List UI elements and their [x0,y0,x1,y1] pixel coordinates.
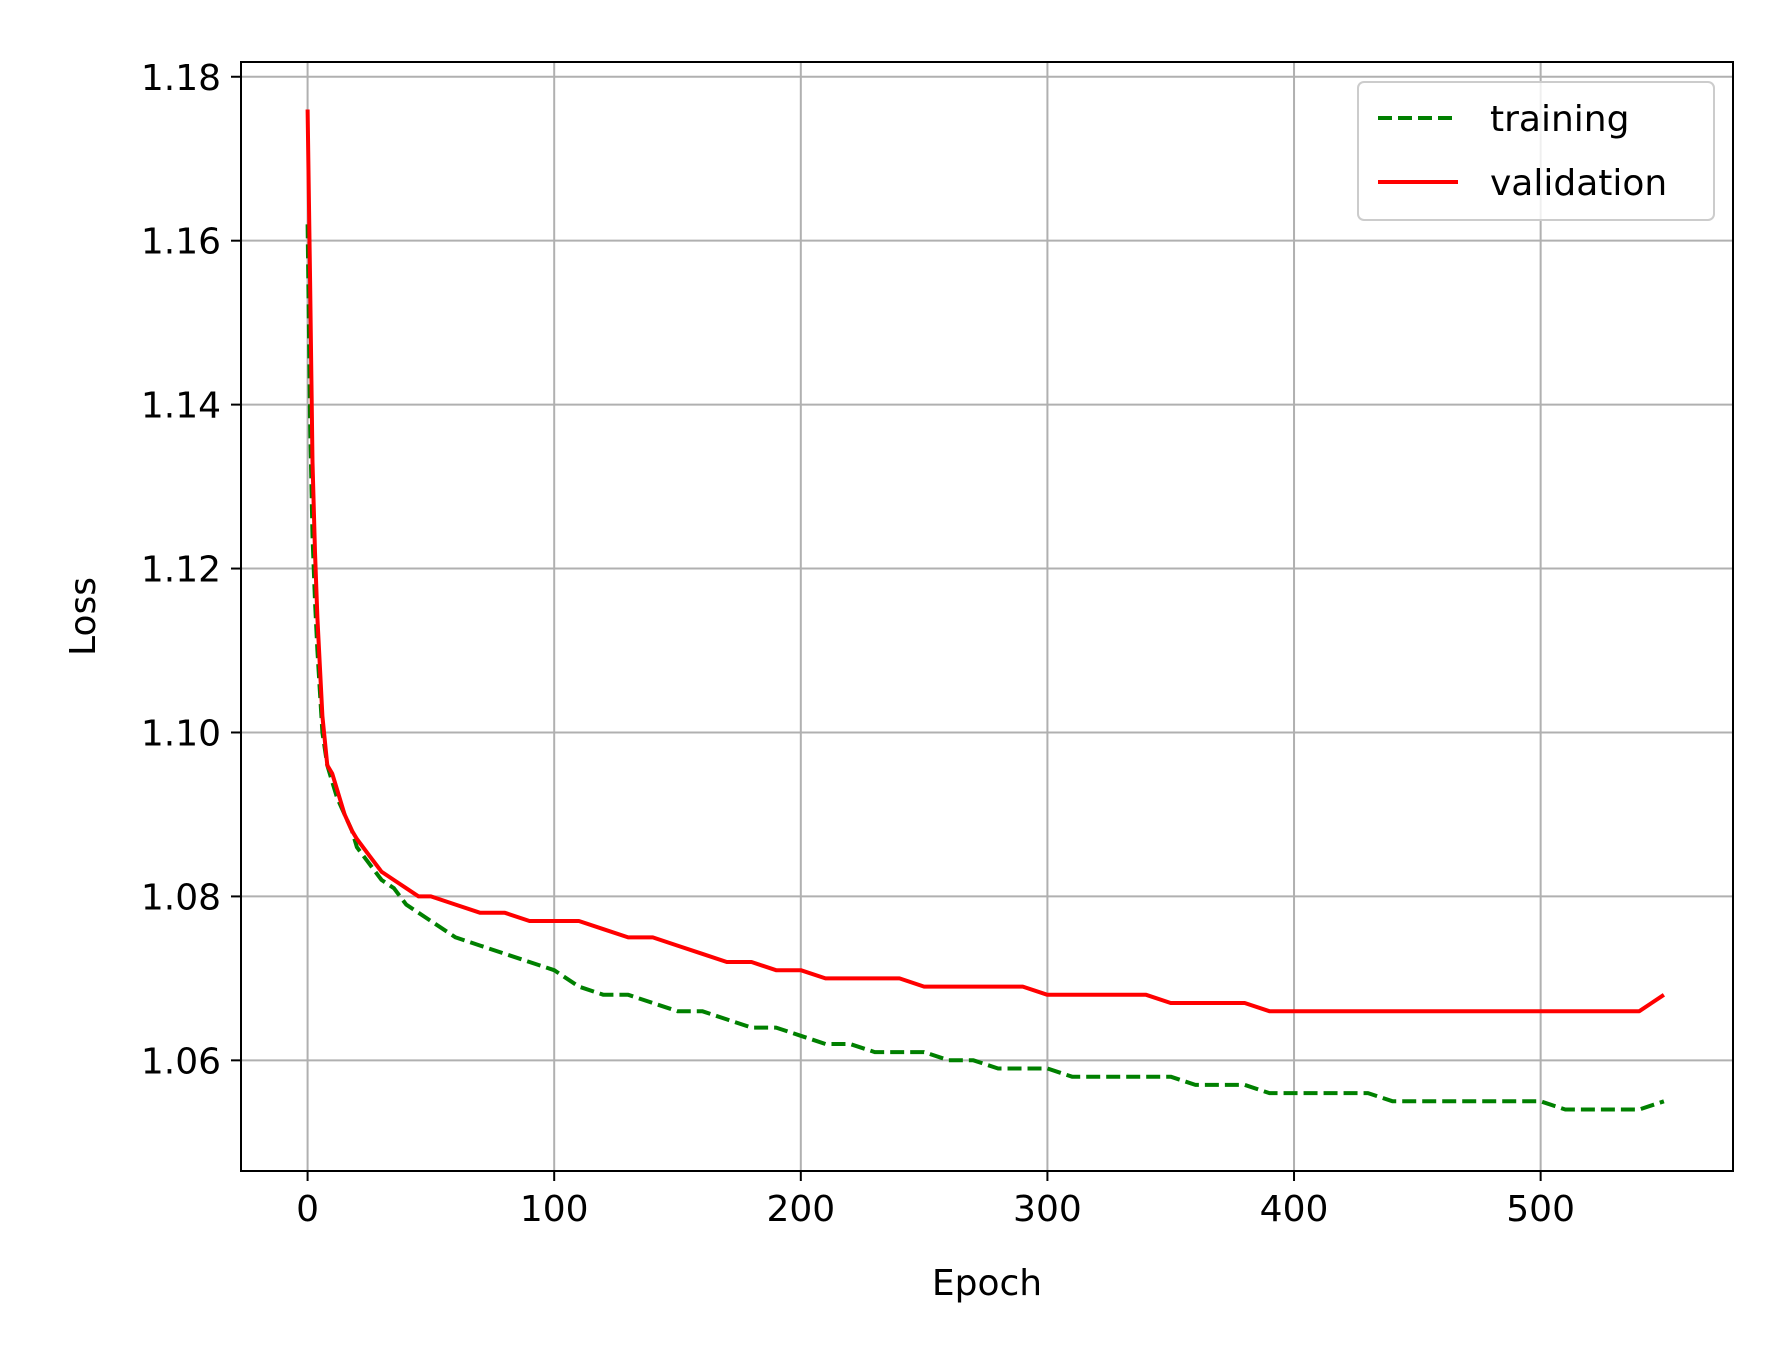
plot-frame [240,61,1734,1172]
y-tick-label: 1.16 [141,222,221,263]
x-tick-label: 100 [520,1189,589,1230]
y-tick-label: 1.14 [141,386,221,427]
x-axis-label: Epoch [932,1263,1042,1304]
x-tick-label: 0 [296,1189,319,1230]
y-tick-label: 1.10 [141,713,221,754]
y-tick-label: 1.06 [141,1041,221,1082]
legend-label-validation: validation [1490,163,1667,204]
y-axis-label: Loss [63,577,104,656]
y-tick-label: 1.08 [141,877,221,918]
series-line-training [305,224,1665,1112]
x-tick-label: 400 [1260,1189,1329,1230]
y-tick-label: 1.12 [141,550,221,591]
x-tick-label: 200 [766,1189,835,1230]
legend-label-training: training [1490,99,1629,140]
y-axis-ticks: 1.06 1.08 1.10 1.12 1.14 1.16 1.18 [141,58,241,1082]
y-tick-label: 1.18 [141,58,221,99]
x-tick-label: 500 [1506,1189,1575,1230]
legend: training validation [1357,81,1715,221]
x-axis-ticks: 0 100 200 300 400 500 [296,1171,1575,1230]
series-line-validation [305,109,1666,1014]
x-tick-label: 300 [1013,1189,1082,1230]
series-lines [305,109,1666,1112]
grid [241,62,1733,1171]
